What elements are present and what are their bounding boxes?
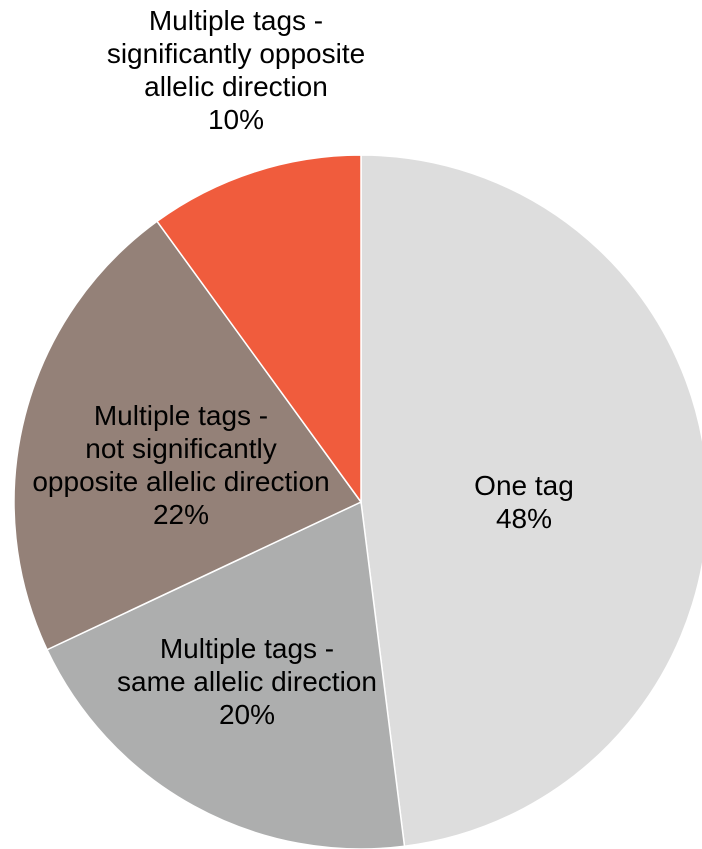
pie-slices — [13, 154, 702, 849]
pie-slice-label-line: Multiple tags - — [94, 400, 268, 431]
pie-slice-label-2: Multiple tags -same allelic direction 20% — [117, 633, 377, 730]
pie-slice-4 — [156, 154, 362, 503]
pie-slice-label-line: significantly opposite — [107, 38, 365, 69]
pie-slice-label-line: allelic direction — [144, 71, 328, 102]
pie-slice-label-line: not significantly — [85, 433, 276, 464]
pie-slice-label-1: One tag 48% — [474, 470, 574, 534]
pie-slice-label-line: Multiple tags - — [149, 5, 323, 36]
pie-slice-label-4: Multiple tags -significantly opposite all… — [107, 5, 365, 135]
pie-slice-label-line: One tag — [474, 470, 574, 501]
pie-slice-label-line: same allelic direction — [117, 666, 377, 697]
pie-slice-label-line: 20% — [219, 699, 275, 730]
pie-slice-label-line: 10% — [208, 104, 264, 135]
pie-labels: One tag 48%Multiple tags -same allelic di… — [32, 5, 573, 730]
pie-slice-1 — [360, 154, 702, 848]
pie-slice-label-line: opposite allelic direction — [32, 466, 329, 497]
pie-slice-label-line: Multiple tags - — [160, 633, 334, 664]
pie-slice-3 — [13, 220, 362, 651]
pie-slice-label-line: 22% — [153, 499, 209, 530]
pie-slice-label-3: Multiple tags -not significantly opposite… — [32, 400, 329, 530]
pie-slice-label-line: 48% — [496, 503, 552, 534]
